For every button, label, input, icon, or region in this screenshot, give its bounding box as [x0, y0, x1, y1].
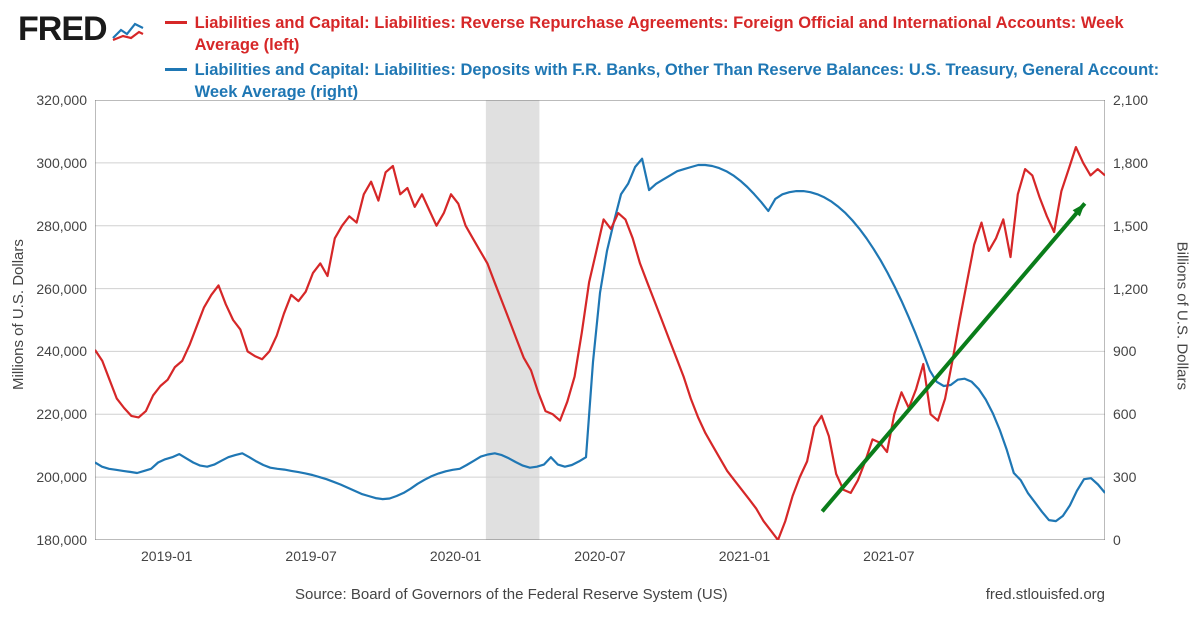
- ytick-right: 900: [1113, 343, 1193, 359]
- legend: Liabilities and Capital: Liabilities: Re…: [165, 10, 1180, 105]
- legend-item-1: Liabilities and Capital: Liabilities: Re…: [165, 12, 1180, 57]
- plot-svg: [95, 100, 1105, 540]
- legend-item-2: Liabilities and Capital: Liabilities: De…: [165, 59, 1180, 104]
- ytick-right: 600: [1113, 406, 1193, 422]
- ytick-left: 220,000: [7, 406, 87, 422]
- ytick-right: 2,100: [1113, 92, 1193, 108]
- legend-label-1: Liabilities and Capital: Liabilities: Re…: [195, 12, 1180, 57]
- source-text: Source: Board of Governors of the Federa…: [295, 586, 728, 603]
- site-text: fred.stlouisfed.org: [986, 586, 1105, 603]
- ytick-left: 200,000: [7, 469, 87, 485]
- ytick-left: 180,000: [7, 532, 87, 548]
- fred-logo: FRED: [18, 10, 145, 49]
- y-axis-right-label: Billions of U.S. Dollars: [1173, 242, 1190, 390]
- ytick-left: 260,000: [7, 281, 87, 297]
- ytick-right: 1,500: [1113, 218, 1193, 234]
- footer: Source: Board of Governors of the Federa…: [95, 586, 1105, 603]
- legend-label-2: Liabilities and Capital: Liabilities: De…: [195, 59, 1180, 104]
- ytick-right: 300: [1113, 469, 1193, 485]
- ytick-right: 1,800: [1113, 155, 1193, 171]
- xtick: 2020-01: [430, 548, 481, 564]
- legend-swatch-1: [165, 21, 187, 24]
- ytick-left: 280,000: [7, 218, 87, 234]
- ytick-right: 1,200: [1113, 281, 1193, 297]
- ytick-right: 0: [1113, 532, 1193, 548]
- logo-text: FRED: [18, 10, 107, 49]
- legend-swatch-2: [165, 68, 187, 71]
- ytick-left: 240,000: [7, 343, 87, 359]
- xtick: 2020-07: [574, 548, 625, 564]
- y-axis-left-label: Millions of U.S. Dollars: [10, 239, 27, 390]
- ytick-left: 320,000: [7, 92, 87, 108]
- xtick: 2019-07: [285, 548, 336, 564]
- chart-area: Millions of U.S. Dollars Billions of U.S…: [0, 100, 1200, 621]
- xtick: 2021-07: [863, 548, 914, 564]
- xtick: 2021-01: [719, 548, 770, 564]
- ytick-left: 300,000: [7, 155, 87, 171]
- xtick: 2019-01: [141, 548, 192, 564]
- logo-chart-icon: [111, 18, 145, 42]
- plot: 180,000200,000220,000240,000260,000280,0…: [95, 100, 1105, 540]
